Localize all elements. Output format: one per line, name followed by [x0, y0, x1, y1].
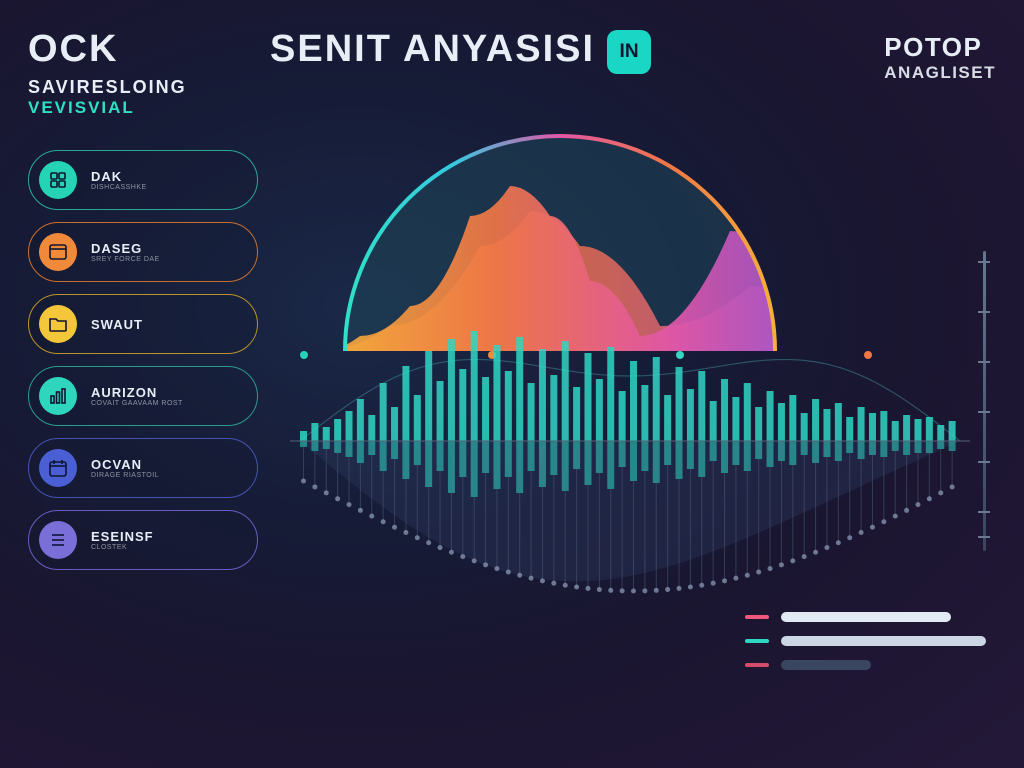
- legend-bar: [781, 660, 871, 670]
- list-icon: [39, 521, 77, 559]
- legend-row: [745, 636, 986, 646]
- right-axis: [983, 251, 986, 551]
- legend-row: [745, 660, 986, 670]
- sidebar-item-aurizon[interactable]: AURIZONCOVAIT GAAVAAM ROST: [28, 366, 258, 426]
- axis-tick: [978, 311, 990, 313]
- sidebar-item-swaut[interactable]: SWAUT: [28, 294, 258, 354]
- nav-label: DAK: [91, 169, 147, 184]
- sidebar: OCK SAVIRESLOING VEVISVIAL DAKDISHCASSHK…: [28, 28, 258, 748]
- sidebar-item-daseg[interactable]: DASEGSREY FORCE DAE: [28, 222, 258, 282]
- axis-tick: [978, 411, 990, 413]
- brand-logo: OCK: [28, 28, 258, 71]
- nav-desc: CLOSTEK: [91, 544, 154, 551]
- legend-dash: [745, 615, 769, 619]
- arc-area-chart: [320, 81, 840, 361]
- nav-desc: DISHCASSHKE: [91, 184, 147, 191]
- legend-row: [745, 612, 986, 622]
- axis-tick: [978, 511, 990, 513]
- nav-desc: COVAIT GAAVAAM ROST: [91, 400, 183, 407]
- legend-dash: [745, 663, 769, 667]
- nav-label: AURIZON: [91, 385, 183, 400]
- folder-icon: [39, 305, 77, 343]
- sidebar-item-ocvan[interactable]: OCVANDIRAGE RIASTOIL: [28, 438, 258, 498]
- legend-bar: [781, 636, 986, 646]
- axis-tick: [978, 461, 990, 463]
- waveform-chart: [280, 321, 980, 631]
- grid-icon: [39, 161, 77, 199]
- sidebar-item-dak[interactable]: DAKDISHCASSHKE: [28, 150, 258, 210]
- header-right-1: POTOP: [884, 32, 996, 63]
- main-panel: SENIT ANYASISI IN POTOP ANAGLISET: [270, 28, 1004, 748]
- axis-tick: [978, 261, 990, 263]
- header-right-labels: POTOP ANAGLISET: [884, 32, 996, 83]
- legend-bars: [745, 612, 986, 670]
- axis-tick: [978, 361, 990, 363]
- calendar-icon: [39, 449, 77, 487]
- nav-label: SWAUT: [91, 317, 143, 332]
- nav-list: DAKDISHCASSHKE DASEGSREY FORCE DAE SWAUT…: [28, 150, 258, 570]
- bars-icon: [39, 377, 77, 415]
- nav-label: ESEINSF: [91, 529, 154, 544]
- window-icon: [39, 233, 77, 271]
- page-title: SENIT ANYASISI: [270, 28, 595, 71]
- legend-bar: [781, 612, 951, 622]
- chart-stage: [270, 91, 1004, 748]
- nav-desc: DIRAGE RIASTOIL: [91, 472, 159, 479]
- header-badge: IN: [607, 30, 651, 74]
- nav-label: OCVAN: [91, 457, 159, 472]
- legend-dash: [745, 639, 769, 643]
- sidebar-item-eseinsf[interactable]: ESEINSFCLOSTEK: [28, 510, 258, 570]
- header-row: SENIT ANYASISI IN POTOP ANAGLISET: [270, 28, 1004, 83]
- nav-label: DASEG: [91, 241, 160, 256]
- nav-desc: SREY FORCE DAE: [91, 256, 160, 263]
- header-right-2: ANAGLISET: [884, 63, 996, 83]
- brand-sub2: VEVISVIAL: [28, 98, 258, 118]
- brand-subtitle: SAVIRESLOING VEVISVIAL: [28, 77, 258, 118]
- axis-tick: [978, 536, 990, 538]
- brand-sub1: SAVIRESLOING: [28, 77, 258, 98]
